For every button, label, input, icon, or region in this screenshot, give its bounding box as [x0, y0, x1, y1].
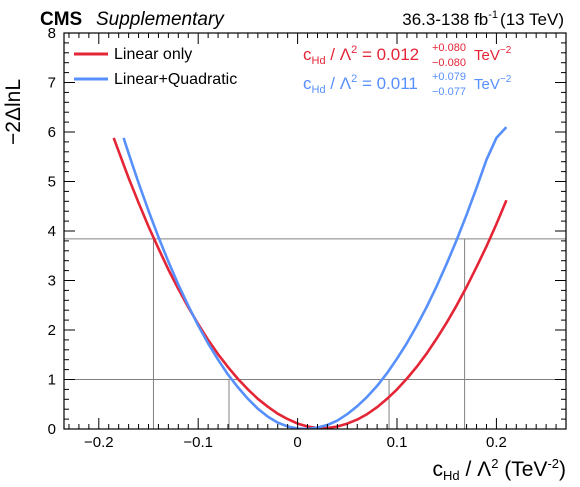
y-tick-label-1: 1: [48, 372, 56, 389]
y-tick-label-7: 7: [48, 75, 56, 92]
annotation-linear-up: +0.080: [432, 42, 466, 54]
x-tick-label-1: −0.1: [183, 434, 213, 451]
experiment-label: CMS: [40, 9, 82, 30]
x-tick-label-3: 0.1: [387, 434, 408, 451]
annotation-linear-sup: 2: [351, 44, 357, 56]
annotation-quadratic-c: c: [303, 74, 312, 93]
svg-text:TeV−2: TeV−2: [474, 74, 512, 93]
series-line-1: [122, 126, 508, 429]
annotation-linear-down: −0.080: [432, 57, 466, 69]
y-tick-label-2: 2: [48, 322, 56, 339]
supplementary-label: Supplementary: [96, 9, 225, 30]
annotation-linear: cHd / Λ2 = 0.012 +0.080 −0.080 TeV−2: [303, 42, 512, 69]
annotation-linear-unit: TeV: [474, 47, 500, 64]
annotation-linear-value: = 0.012: [357, 45, 419, 64]
annotation-quadratic-value: = 0.011: [357, 74, 418, 93]
legend-quadratic-label: Linear+Quadratic: [114, 71, 237, 88]
annotation-quadratic-down: −0.077: [432, 86, 466, 98]
y-tick-label-6: 6: [48, 124, 56, 141]
annotation-linear-c: c: [303, 45, 312, 64]
series-line-0: [112, 137, 508, 429]
x-tick-label-0: −0.2: [84, 434, 114, 451]
annotation-quadratic-sup: 2: [351, 73, 357, 85]
annotation-quadratic: cHd / Λ2 = 0.011 +0.079 −0.077 TeV−2: [303, 71, 512, 98]
annotation-linear-mid: / Λ: [326, 45, 352, 64]
x-tick-label-2: 0: [293, 434, 301, 451]
svg-text:cHd / Λ2 = 0.011: cHd / Λ2 = 0.011: [303, 73, 418, 96]
legend-linear-label: Linear only: [114, 46, 192, 63]
annotation-linear-sub: Hd: [312, 55, 326, 67]
legend: Linear only Linear+Quadratic: [74, 46, 237, 88]
annotation-quadratic-up: +0.079: [432, 71, 466, 83]
luminosity-label: 36.3-138 fb-1 (13 TeV): [402, 9, 564, 29]
annotation-quadratic-unit-sup: −2: [500, 74, 512, 85]
y-tick-label-5: 5: [48, 174, 56, 191]
svg-text:TeV−2: TeV−2: [474, 45, 512, 64]
x-axis-label: cHd / Λ2 (TeV-2): [433, 456, 566, 483]
x-tick-label-4: 0.2: [486, 434, 507, 451]
annotation-quadratic-sub: Hd: [312, 84, 326, 96]
y-tick-label-8: 8: [48, 25, 56, 42]
y-tick-label-4: 4: [48, 223, 56, 240]
annotation-quadratic-unit: TeV: [474, 76, 500, 93]
annotation-linear-unit-sup: −2: [500, 45, 512, 56]
annotation-quadratic-mid: / Λ: [326, 74, 352, 93]
y-axis-label: −2ΔlnL: [2, 79, 25, 145]
y-tick-label-3: 3: [48, 273, 56, 290]
y-tick-label-0: 0: [48, 421, 56, 438]
svg-text:cHd / Λ2 = 0.012: cHd / Λ2 = 0.012: [303, 44, 419, 67]
plot-area: −0.2 −0.1 0 0.1 0.2 0 1 2 3 4 5 6 7 8: [48, 25, 567, 451]
